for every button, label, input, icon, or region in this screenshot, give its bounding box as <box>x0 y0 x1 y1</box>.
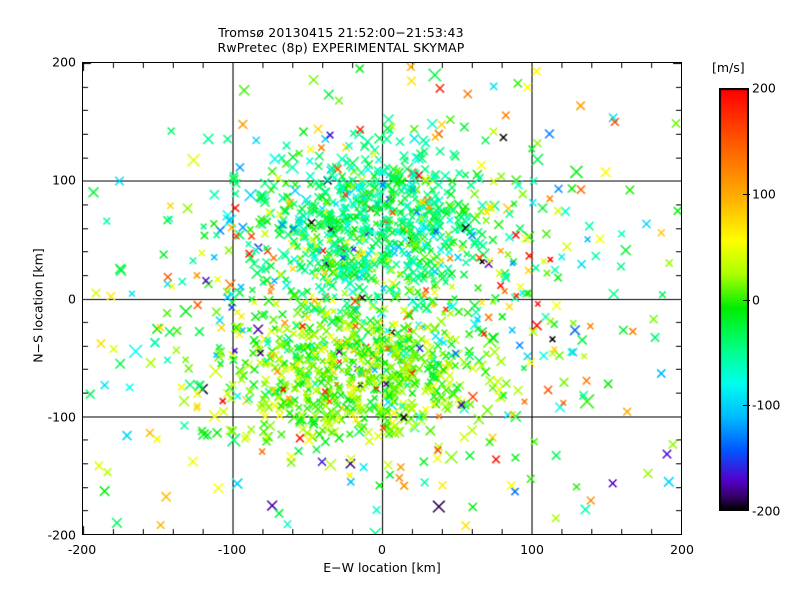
x-axis-title: E−W location [km] <box>323 560 441 575</box>
colorbar-tick-label: 0 <box>752 292 760 307</box>
colorbar-tick-mark <box>743 405 750 407</box>
colorbar-unit-label: [m/s] <box>712 60 745 75</box>
colorbar-tick-label: -200 <box>752 503 781 519</box>
plot-area <box>82 62 682 535</box>
x-tick-label: 200 <box>670 542 694 557</box>
colorbar-tick-mark <box>743 193 750 195</box>
y-tick-label: -200 <box>47 527 76 543</box>
y-tick-label: 100 <box>52 172 76 188</box>
colorbar-tick-label: -100 <box>752 397 781 413</box>
x-tick-label: -100 <box>217 542 247 557</box>
x-tick-label: 0 <box>378 542 386 557</box>
colorbar-tick-mark <box>743 299 750 301</box>
figure-title: Tromsø 20130415 21:52:00−21:53:43 RwPret… <box>0 25 682 56</box>
y-tick-label: 0 <box>68 291 76 306</box>
y-tick-label: -100 <box>47 409 76 425</box>
title-line-1: Tromsø 20130415 21:52:00−21:53:43 <box>218 25 464 40</box>
title-line-2: RwPretec (8p) EXPERIMENTAL SKYMAP <box>217 39 465 55</box>
x-tick-label: 100 <box>520 542 544 557</box>
y-tick-label: 200 <box>52 54 76 70</box>
colorbar-tick-label: 100 <box>752 186 776 202</box>
colorbar-tick-label: 200 <box>752 80 776 96</box>
y-axis-title: N−S location [km] <box>30 248 46 363</box>
scatter-plot-canvas <box>83 63 681 534</box>
x-tick-label: -200 <box>67 542 97 557</box>
